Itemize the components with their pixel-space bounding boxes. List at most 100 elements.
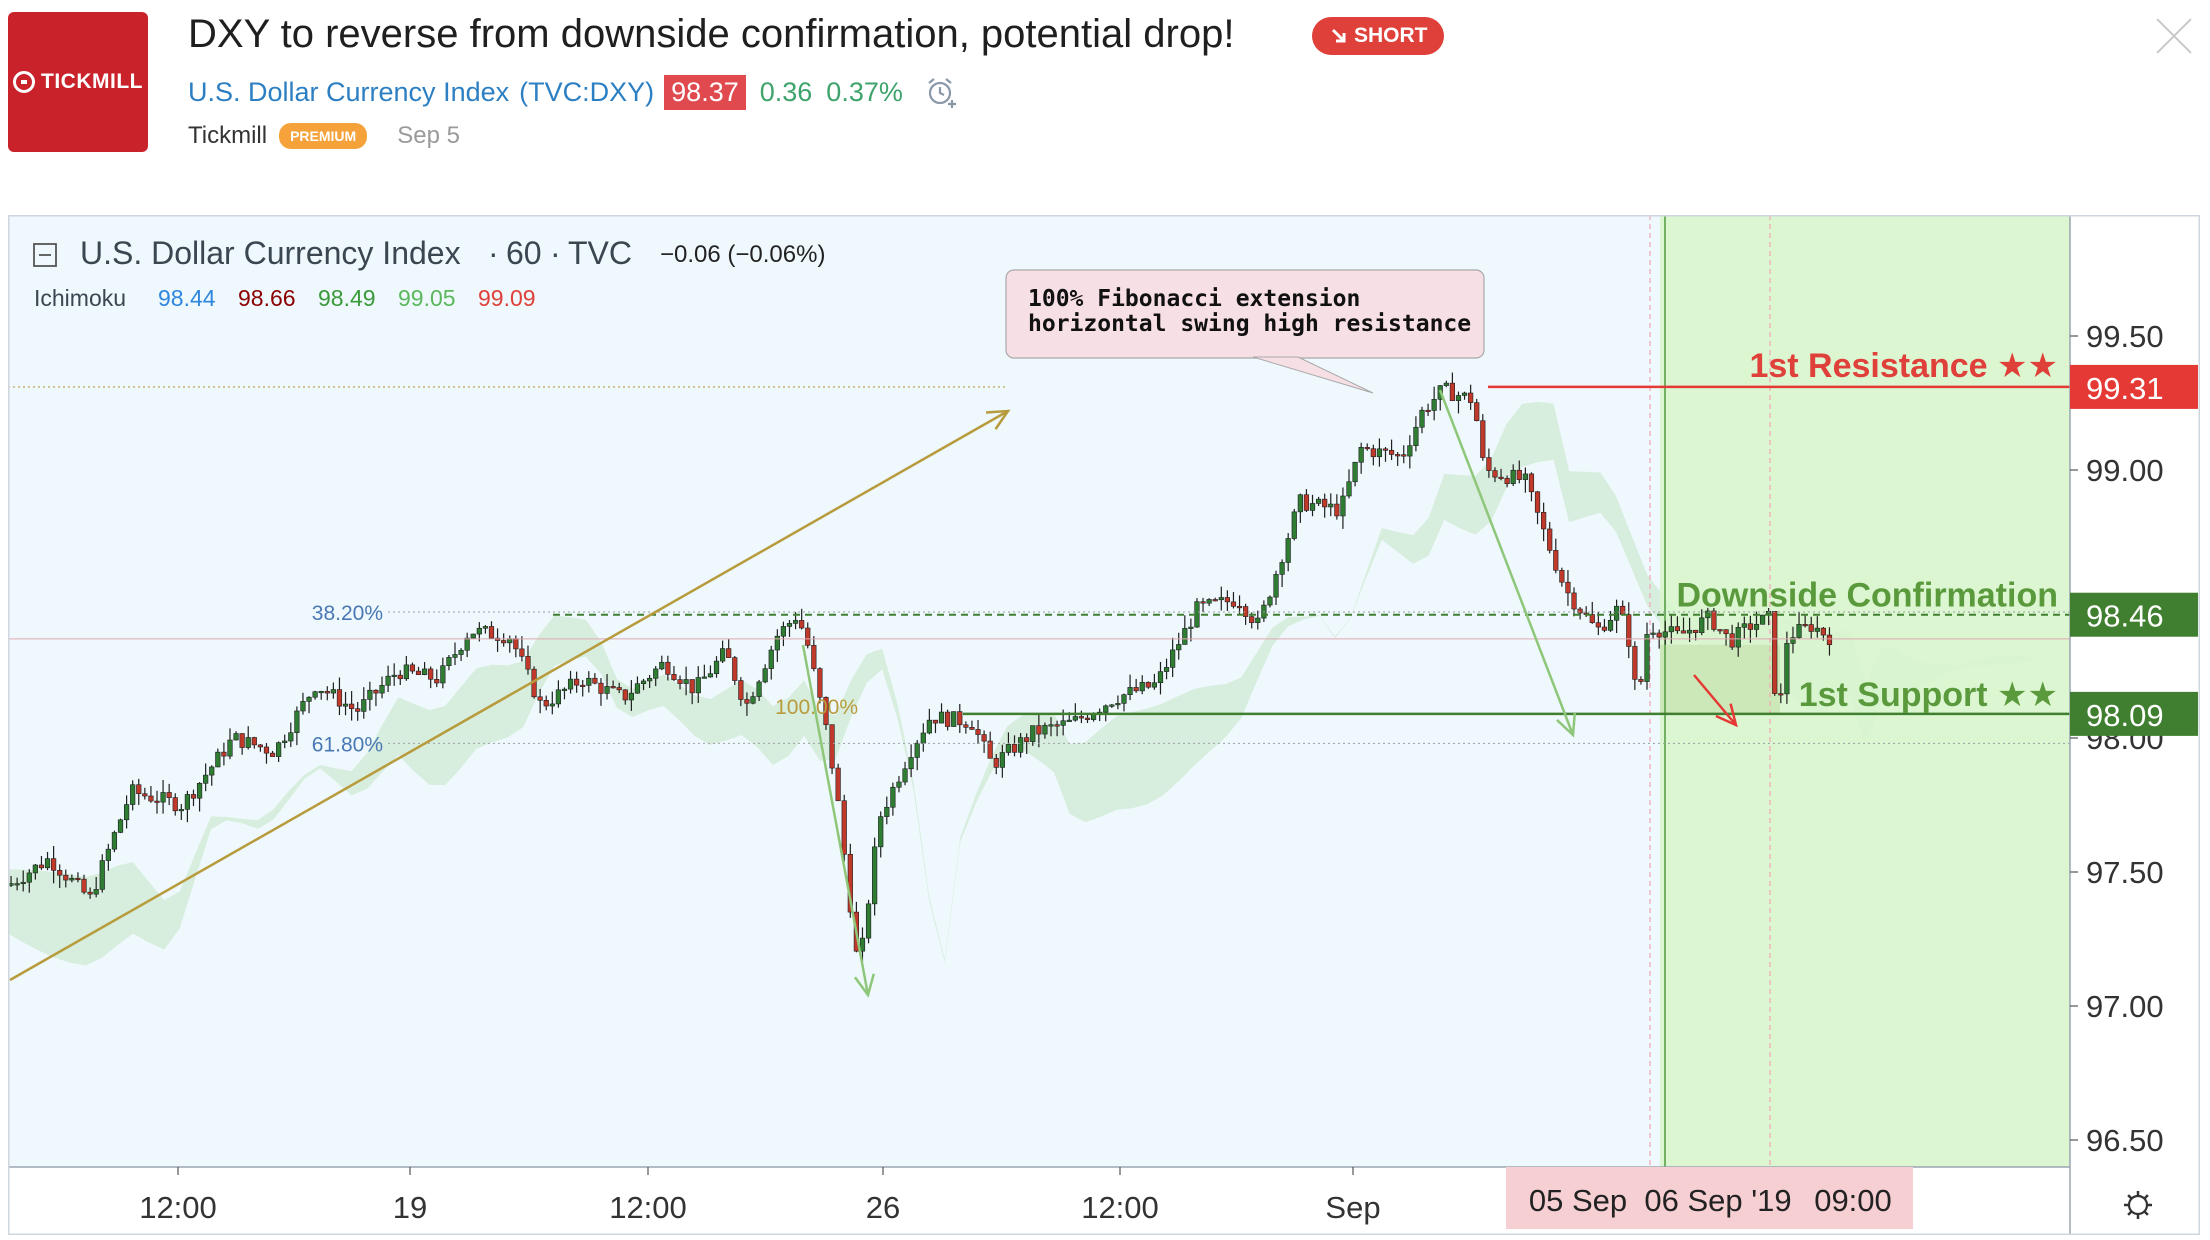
candle <box>1224 597 1230 603</box>
candle <box>1364 447 1370 450</box>
candle <box>1820 627 1826 636</box>
candle <box>878 816 884 848</box>
candle <box>1176 644 1182 651</box>
ichimoku-value: 98.49 <box>318 285 376 311</box>
candle <box>1151 682 1157 688</box>
downside-arrow-head <box>1715 703 1738 728</box>
candle <box>1297 494 1303 513</box>
candle <box>926 719 932 734</box>
price-labels: 99.31 98.46 98.09 <box>2070 364 2198 736</box>
candle <box>1206 599 1212 604</box>
candle <box>1413 426 1419 446</box>
candle <box>51 858 57 871</box>
candle <box>93 889 99 895</box>
candle <box>975 729 981 735</box>
candle <box>1115 703 1121 706</box>
candle <box>1005 744 1012 753</box>
settings-gear-icon[interactable] <box>2124 1191 2152 1219</box>
candle <box>1346 481 1352 497</box>
price-tick-label: 97.00 <box>2086 989 2164 1024</box>
candle <box>470 633 476 639</box>
candle <box>1218 597 1224 601</box>
candle <box>884 806 890 817</box>
candle <box>130 784 136 805</box>
candle <box>1358 447 1364 463</box>
candle <box>464 637 470 651</box>
candle <box>1395 454 1401 457</box>
candle <box>1267 596 1273 606</box>
author-name[interactable]: Tickmill <box>188 122 268 149</box>
chart-frame[interactable]: 38.20% 61.80% 100.00% 100% Fibonacci extens… <box>8 185 2200 1235</box>
candle <box>1328 503 1334 508</box>
time-axis[interactable]: 12:00 19 12:00 26 12:00 Sep 05 Sep 06 Sep '19 09… <box>139 1167 2152 1229</box>
time-tick-label: 26 <box>866 1190 900 1225</box>
candle <box>403 664 409 680</box>
candle <box>373 689 379 694</box>
candle <box>628 692 634 701</box>
time-range-highlight <box>1506 1167 1913 1229</box>
candle <box>1078 716 1085 719</box>
candle <box>148 795 154 802</box>
candle <box>32 864 38 874</box>
candle <box>349 703 355 709</box>
candle <box>1030 725 1036 742</box>
candle <box>269 752 276 757</box>
candle <box>397 674 403 680</box>
chart-border <box>8 215 2200 1235</box>
candle <box>1632 646 1638 680</box>
candle <box>859 937 866 952</box>
candle <box>732 657 738 681</box>
candle <box>276 742 282 757</box>
candle <box>1236 606 1243 609</box>
candle <box>1759 614 1766 625</box>
candle <box>932 719 939 724</box>
candle <box>111 832 118 850</box>
time-range-label: 09:00 <box>1814 1183 1892 1218</box>
candle <box>555 689 561 705</box>
collapse-legend-icon[interactable] <box>33 243 57 267</box>
arrow-down-right-icon <box>1331 28 1346 43</box>
candle <box>561 688 568 691</box>
candle <box>1741 623 1747 628</box>
candle <box>434 678 440 684</box>
callout-line-2: horizontal swing high resistance <box>1028 311 1471 337</box>
trend-arrow-up-head <box>985 409 1011 430</box>
candle <box>823 696 829 725</box>
candle <box>1443 382 1449 386</box>
candle <box>695 677 701 694</box>
candle <box>446 657 452 666</box>
candle <box>957 711 963 726</box>
candle <box>1133 687 1139 692</box>
candle <box>598 682 604 694</box>
candle <box>324 690 330 694</box>
candle <box>1589 614 1595 623</box>
candle <box>665 661 671 675</box>
candle <box>945 711 951 727</box>
candle <box>330 689 336 694</box>
candle <box>799 620 805 629</box>
candle <box>1249 616 1255 623</box>
candle <box>26 872 32 883</box>
candle <box>713 660 720 674</box>
time-range-label: 05 Sep <box>1529 1183 1627 1218</box>
close-icon[interactable] <box>2150 12 2198 60</box>
idea-title: DXY to reverse from downside confirmatio… <box>188 12 1235 56</box>
alarm-clock-icon[interactable] <box>925 75 959 109</box>
candle <box>1735 627 1741 648</box>
candle <box>196 783 203 799</box>
candle <box>756 681 762 697</box>
candle <box>1565 581 1571 594</box>
candle <box>1060 720 1066 726</box>
candle <box>908 757 914 770</box>
candle <box>476 627 482 635</box>
candle <box>1614 605 1620 621</box>
symbol-ticker-link[interactable]: (TVC:DXY) <box>519 76 655 107</box>
symbol-name-link[interactable]: U.S. Dollar Currency Index <box>188 76 510 107</box>
callout-line-1: 100% Fibonacci extension <box>1028 286 1360 312</box>
chart-svg[interactable]: 38.20% 61.80% 100.00% 100% Fibonacci extens… <box>8 185 2200 1235</box>
candle <box>567 678 574 690</box>
time-tick-label: Sep <box>1325 1190 1380 1225</box>
tickmill-logo[interactable]: TICKMILL <box>8 12 148 152</box>
candle <box>99 860 105 890</box>
ichimoku-value: 99.05 <box>398 285 456 311</box>
